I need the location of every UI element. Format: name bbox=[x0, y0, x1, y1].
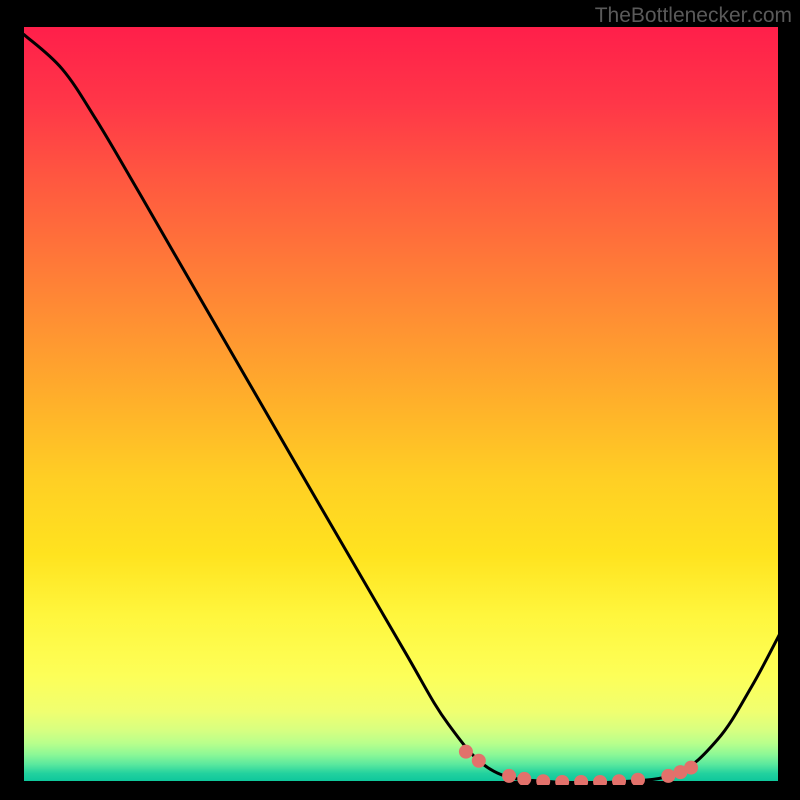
marker-dot bbox=[472, 754, 486, 768]
bottleneck-curve bbox=[24, 35, 782, 784]
chart-frame: TheBottlenecker.com bbox=[0, 0, 800, 800]
marker-dot bbox=[574, 775, 588, 785]
marker-dot bbox=[684, 761, 698, 775]
watermark-text: TheBottlenecker.com bbox=[595, 4, 792, 28]
marker-dot bbox=[612, 774, 626, 785]
marker-dot bbox=[593, 775, 607, 785]
marker-dot bbox=[517, 772, 531, 785]
marker-dot bbox=[661, 769, 675, 783]
marker-dot bbox=[502, 769, 516, 783]
marker-dot bbox=[555, 775, 569, 785]
marker-dot bbox=[536, 774, 550, 785]
marker-dot bbox=[459, 745, 473, 759]
marker-dot bbox=[631, 773, 645, 785]
curve-layer bbox=[24, 27, 782, 785]
plot-area bbox=[22, 25, 780, 783]
